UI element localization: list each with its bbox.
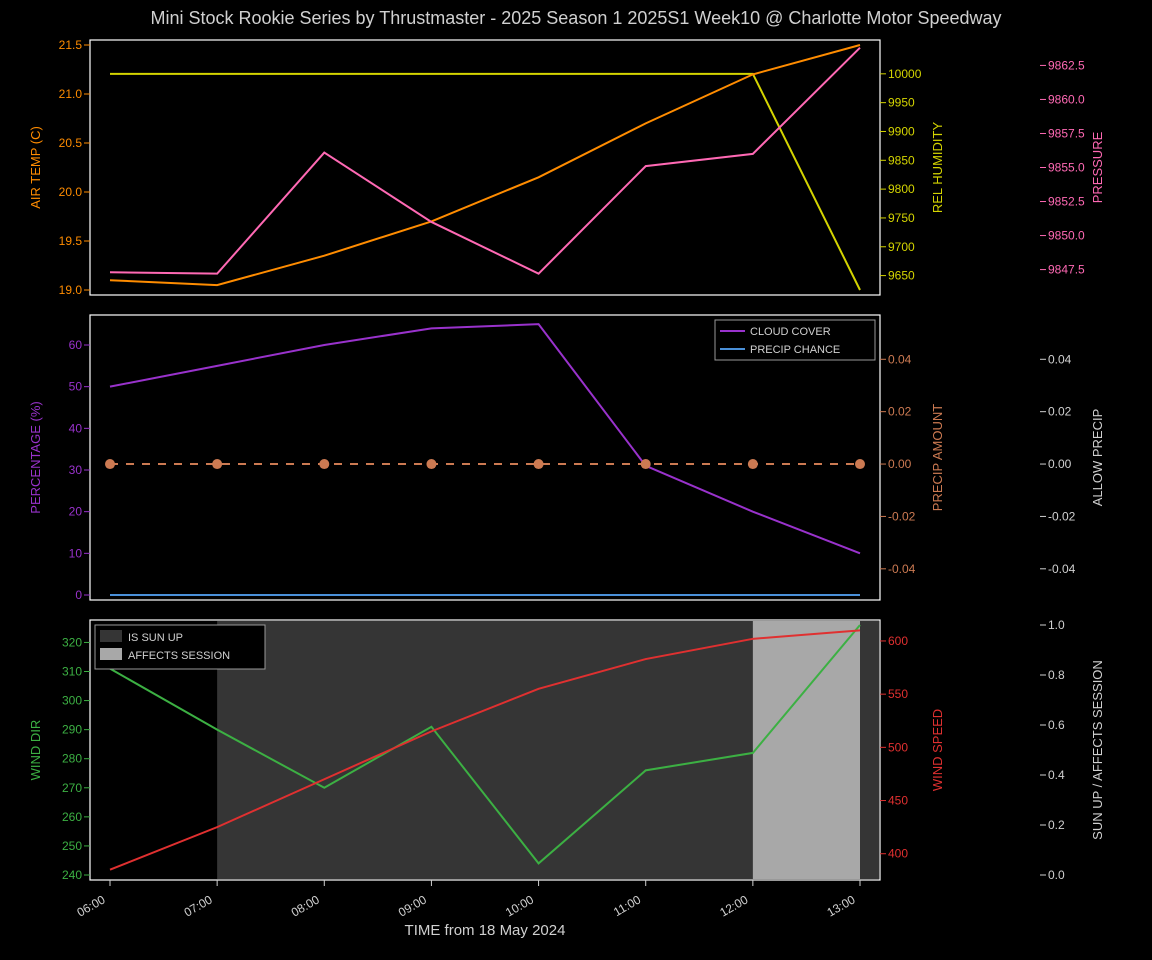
svg-text:PRESSURE: PRESSURE [1090, 131, 1105, 203]
svg-text:600: 600 [888, 634, 908, 648]
svg-text:PERCENTAGE (%): PERCENTAGE (%) [28, 401, 43, 513]
svg-text:9847.5: 9847.5 [1048, 263, 1085, 277]
svg-text:10: 10 [69, 546, 83, 560]
svg-text:50: 50 [69, 380, 83, 394]
svg-text:-0.02: -0.02 [1048, 509, 1076, 523]
svg-text:-0.04: -0.04 [888, 562, 916, 576]
svg-text:1.0: 1.0 [1048, 618, 1065, 632]
svg-text:0.6: 0.6 [1048, 718, 1065, 732]
svg-text:320: 320 [62, 635, 82, 649]
svg-text:9900: 9900 [888, 124, 915, 138]
svg-text:30: 30 [69, 463, 83, 477]
svg-text:20.0: 20.0 [59, 185, 83, 199]
svg-text:SUN UP / AFFECTS SESSION: SUN UP / AFFECTS SESSION [1090, 660, 1105, 840]
svg-text:10000: 10000 [888, 67, 922, 81]
svg-text:ALLOW PRECIP: ALLOW PRECIP [1090, 409, 1105, 507]
svg-text:9860.0: 9860.0 [1048, 92, 1085, 106]
svg-text:9857.5: 9857.5 [1048, 126, 1085, 140]
svg-text:40: 40 [69, 421, 83, 435]
svg-text:19.5: 19.5 [59, 234, 83, 248]
svg-text:20: 20 [69, 505, 83, 519]
svg-text:500: 500 [888, 740, 908, 754]
svg-text:0.0: 0.0 [1048, 868, 1065, 882]
svg-text:21.5: 21.5 [59, 38, 83, 52]
svg-text:AIR TEMP (C): AIR TEMP (C) [28, 126, 43, 209]
svg-text:CLOUD COVER: CLOUD COVER [750, 326, 831, 338]
svg-text:-0.02: -0.02 [888, 509, 916, 523]
svg-text:9950: 9950 [888, 96, 915, 110]
svg-text:WIND SPEED: WIND SPEED [930, 709, 945, 791]
svg-text:19.0: 19.0 [59, 283, 83, 297]
svg-text:IS SUN UP: IS SUN UP [128, 632, 183, 644]
svg-text:300: 300 [62, 694, 82, 708]
svg-text:240: 240 [62, 868, 82, 882]
svg-text:0: 0 [75, 588, 82, 602]
svg-text:0.02: 0.02 [888, 405, 912, 419]
svg-text:TIME from 18 May 2024: TIME from 18 May 2024 [405, 922, 566, 939]
svg-text:PRECIP AMOUNT: PRECIP AMOUNT [930, 404, 945, 511]
svg-text:9850.0: 9850.0 [1048, 229, 1085, 243]
chart-container: Mini Stock Rookie Series by Thrustmaster… [0, 0, 1152, 960]
svg-text:AFFECTS SESSION: AFFECTS SESSION [128, 650, 230, 662]
svg-text:450: 450 [888, 794, 908, 808]
svg-text:550: 550 [888, 687, 908, 701]
svg-text:0.04: 0.04 [1048, 352, 1072, 366]
svg-text:310: 310 [62, 665, 82, 679]
svg-text:PRECIP CHANCE: PRECIP CHANCE [750, 344, 840, 356]
svg-text:9800: 9800 [888, 182, 915, 196]
svg-text:260: 260 [62, 810, 82, 824]
svg-text:9700: 9700 [888, 240, 915, 254]
svg-text:60: 60 [69, 338, 83, 352]
svg-text:-0.04: -0.04 [1048, 562, 1076, 576]
svg-text:0.00: 0.00 [1048, 457, 1072, 471]
svg-text:290: 290 [62, 723, 82, 737]
svg-text:0.2: 0.2 [1048, 818, 1065, 832]
svg-text:0.00: 0.00 [888, 457, 912, 471]
svg-text:0.4: 0.4 [1048, 768, 1065, 782]
svg-text:9650: 9650 [888, 269, 915, 283]
svg-text:270: 270 [62, 781, 82, 795]
svg-text:9855.0: 9855.0 [1048, 161, 1085, 175]
svg-text:21.0: 21.0 [59, 87, 83, 101]
svg-text:0.8: 0.8 [1048, 668, 1065, 682]
svg-text:Mini Stock Rookie Series by Th: Mini Stock Rookie Series by Thrustmaster… [150, 8, 1001, 28]
svg-text:280: 280 [62, 752, 82, 766]
svg-text:WIND DIR: WIND DIR [28, 720, 43, 781]
svg-text:400: 400 [888, 847, 908, 861]
svg-text:0.04: 0.04 [888, 352, 912, 366]
svg-text:9862.5: 9862.5 [1048, 58, 1085, 72]
svg-text:0.02: 0.02 [1048, 405, 1072, 419]
svg-text:REL HUMIDITY: REL HUMIDITY [930, 122, 945, 214]
svg-text:9850: 9850 [888, 153, 915, 167]
svg-text:250: 250 [62, 839, 82, 853]
svg-text:9750: 9750 [888, 211, 915, 225]
svg-text:9852.5: 9852.5 [1048, 195, 1085, 209]
svg-text:20.5: 20.5 [59, 136, 83, 150]
